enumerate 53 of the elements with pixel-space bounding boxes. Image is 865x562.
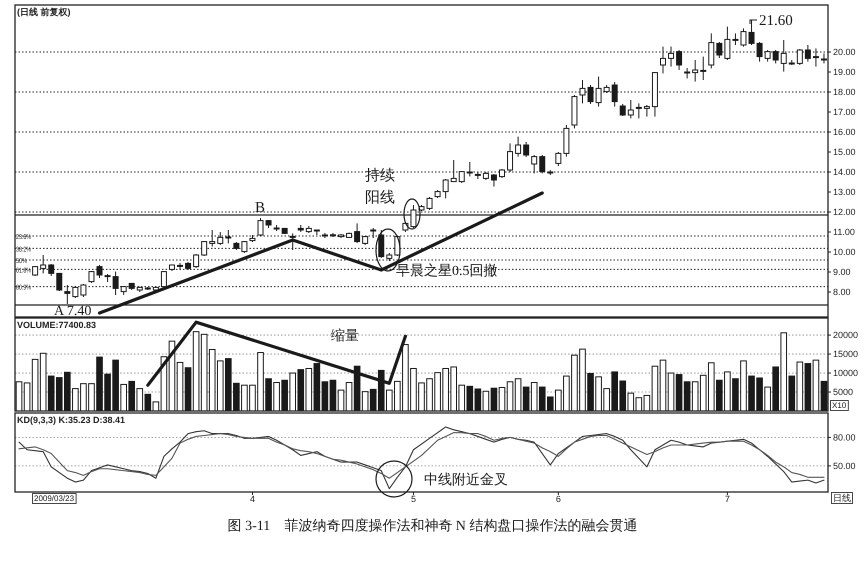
y-tick-label: 13.00 (833, 187, 856, 197)
y-tick-label: 20000 (833, 330, 858, 340)
candlestick (620, 104, 626, 116)
y-tick-label: 80.00 (833, 432, 856, 442)
y-tick-label: 9.00 (833, 267, 851, 277)
candlestick (636, 102, 642, 119)
annotation: 中线附近金叉 (424, 472, 508, 488)
annotation: 缩量 (331, 328, 359, 344)
chart-title: KD(9,3,3) K:35.23 D:38.41 (17, 415, 126, 425)
x-tick-label: 5 (410, 494, 416, 504)
y-tick-label: 11.00 (833, 227, 855, 237)
y-tick-label: 19.00 (833, 67, 856, 77)
x-tick-label: 4 (250, 494, 255, 504)
annotation: A 7.40 (54, 304, 92, 319)
y-tick-label: 15000 (833, 349, 858, 360)
chart-title: VOLUME:77400.83 (17, 320, 96, 330)
text: X10 (832, 401, 847, 410)
annotation: 21.60 (759, 13, 793, 29)
y-tick-label: 10.00 (833, 247, 856, 257)
y-tick-label: 12.00 (833, 207, 856, 217)
candlestick (692, 60, 698, 82)
caption: 图 3-11 菲波纳奇四度操作法和神奇 N 结构盘口操作法的融会贯通 (228, 518, 638, 534)
y-tick-label: 14.00 (833, 167, 856, 177)
y-tick-label: 50.00 (833, 460, 856, 471)
candlestick (740, 28, 746, 48)
candlestick (732, 32, 738, 46)
line-series (18, 426, 825, 490)
y-tick-label: 5000 (833, 387, 854, 398)
candlestick (490, 174, 497, 188)
y-tick-label: 10000 (833, 368, 858, 378)
candlestick (644, 104, 650, 118)
candlestick (555, 152, 562, 166)
y-tick-label: 8.00 (833, 287, 851, 297)
x-tick-label: 6 (556, 494, 561, 504)
annotation: 持续阳线 (365, 167, 395, 206)
candlestick (684, 68, 690, 79)
x-tick-label: 7 (724, 494, 730, 504)
y-tick-label: 18.00 (833, 87, 856, 97)
annotation: 早晨之星0.5回撤 (396, 263, 498, 279)
y-tick-label: 17.00 (833, 107, 856, 117)
candlestick (700, 56, 706, 80)
chart-title: (日线 前复权) (17, 7, 70, 17)
candlestick (748, 20, 755, 46)
candlestick (523, 142, 530, 158)
annotation: B (254, 200, 266, 216)
candlestick (628, 100, 634, 119)
y-tick-label: 16.00 (833, 127, 856, 137)
text: 日线 (833, 493, 851, 503)
y-tick-label: 15.00 (833, 147, 856, 157)
candlestick (442, 178, 449, 199)
candlestick (515, 136, 522, 158)
text: 2009/03/23 (34, 494, 75, 503)
y-tick-label: 20.00 (833, 47, 856, 57)
